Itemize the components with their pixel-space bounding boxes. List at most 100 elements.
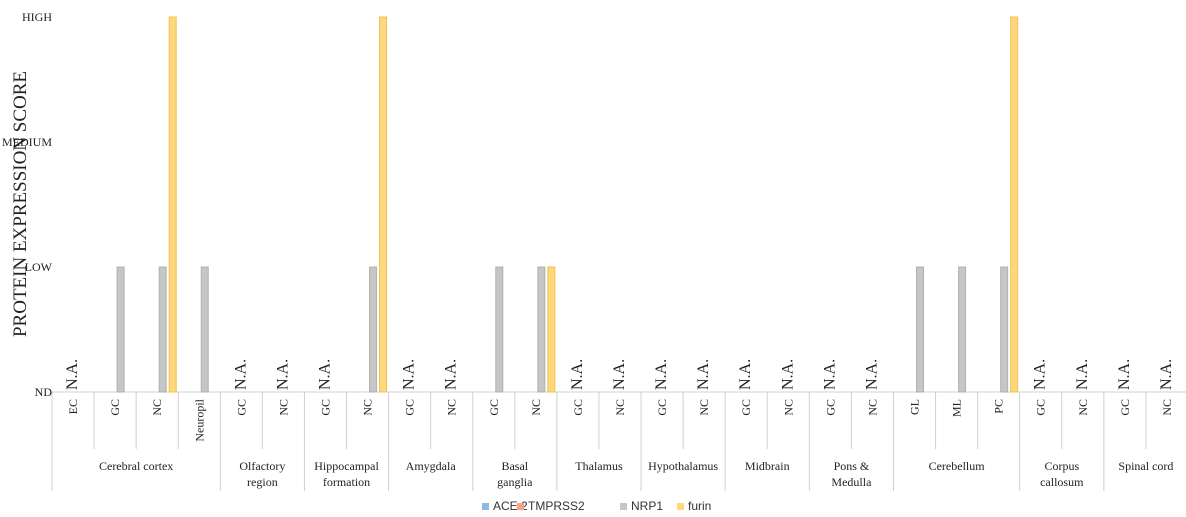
- x-group-label-line: Corpus: [1044, 459, 1079, 473]
- x-cell-label: NC: [361, 399, 375, 416]
- x-cell-label: NC: [865, 399, 879, 416]
- x-cell-label: GC: [487, 399, 501, 416]
- y-tick-label: MEDIUM: [2, 135, 52, 149]
- bar-nrp1: [958, 266, 967, 393]
- x-group-label: Hypothalamus: [648, 459, 718, 473]
- y-axis-ticks: ND LOW MEDIUM HIGH: [2, 10, 53, 399]
- x-group-label-line: Hippocampal: [314, 459, 379, 473]
- bar-nrp1: [495, 266, 504, 393]
- x-cell-label: GC: [318, 399, 332, 416]
- x-cell-label: NC: [613, 399, 627, 416]
- x-group-label: Basal ganglia: [497, 459, 533, 489]
- legend-label: NRP1: [631, 499, 663, 513]
- x-axis-group-labels: Cerebral cortex Olfactory region Hippocampa…: [99, 459, 1173, 489]
- bar-furin: [379, 16, 388, 393]
- bar-furin: [168, 16, 177, 393]
- bar-furin: [547, 266, 556, 393]
- x-group-label-line: region: [247, 475, 278, 489]
- x-cell-label: NC: [1076, 399, 1090, 416]
- x-cell-label: GL: [908, 399, 922, 415]
- legend-swatch: [620, 503, 627, 510]
- na-label: N.A.: [695, 359, 712, 390]
- x-group-label: Amygdala: [406, 459, 457, 473]
- bar-nrp1: [537, 266, 546, 393]
- legend-swatch: [482, 503, 489, 510]
- y-tick-label: LOW: [25, 260, 53, 274]
- x-cell-label: EC: [66, 399, 80, 414]
- y-axis-title: PROTEIN EXPRESSION SCORE: [10, 71, 31, 337]
- x-cell-label: GC: [1034, 399, 1048, 416]
- x-cell-label: NC: [781, 399, 795, 416]
- x-cell-label: NC: [150, 399, 164, 416]
- bar-nrp1: [158, 266, 167, 393]
- na-label: N.A.: [569, 359, 586, 390]
- x-axis-cell-labels: EC GC NC Neuropil GC NC GC NC GC NC GC NC GC NC GC NC GC…: [66, 398, 1174, 441]
- x-group-label: Spinal cord: [1118, 459, 1173, 473]
- x-cell-label: PC: [992, 399, 1006, 414]
- legend-label: furin: [688, 499, 711, 513]
- y-tick-label: HIGH: [22, 10, 52, 24]
- na-label: N.A.: [1158, 359, 1175, 390]
- bar-nrp1: [200, 266, 209, 393]
- x-group-label-line: Medulla: [831, 475, 872, 489]
- x-cell-label: NC: [529, 399, 543, 416]
- na-label: N.A.: [611, 359, 628, 390]
- x-group-label: Corpus callosum: [1040, 459, 1084, 489]
- na-label: N.A.: [779, 359, 796, 390]
- na-label: N.A.: [316, 359, 333, 390]
- x-group-label-line: Pons &: [834, 459, 870, 473]
- x-group-label-line: Basal: [501, 459, 528, 473]
- x-cell-label: GC: [234, 399, 248, 416]
- x-cell-label: GC: [823, 399, 837, 416]
- legend-label: TMPRSS2: [528, 499, 585, 513]
- na-label: N.A.: [653, 359, 670, 390]
- axis-frame: [51, 391, 1186, 491]
- bar-nrp1: [369, 266, 378, 393]
- na-label: N.A.: [737, 359, 754, 390]
- na-label: N.A.: [1116, 359, 1133, 390]
- x-cell-label: GC: [403, 399, 417, 416]
- bar-series: [116, 16, 1019, 393]
- x-group-label: Thalamus: [575, 459, 623, 473]
- na-label: N.A.: [1074, 359, 1091, 390]
- bar-nrp1: [916, 266, 925, 393]
- not-available-labels: N.A. N.A. N.A. N.A. N.A. N.A. N.A. N.A. N.A. N.A.…: [64, 359, 1175, 390]
- x-group-label-line: callosum: [1040, 475, 1084, 489]
- x-cell-label: GC: [108, 399, 122, 416]
- x-group-label: Cerebral cortex: [99, 459, 173, 473]
- legend-swatch: [517, 503, 524, 510]
- na-label: N.A.: [401, 359, 418, 390]
- x-group-label: Midbrain: [745, 459, 790, 473]
- x-group-label: Pons & Medulla: [831, 459, 872, 489]
- x-cell-label: ML: [950, 399, 964, 417]
- x-cell-label: NC: [1160, 399, 1174, 416]
- x-group-label-line: formation: [323, 475, 370, 489]
- x-group-label: Cerebellum: [929, 459, 986, 473]
- legend: ACE 2 TMPRSS2 NRP1 furin: [482, 499, 711, 513]
- x-group-label-line: Olfactory: [239, 459, 285, 473]
- na-label: N.A.: [443, 359, 460, 390]
- x-group-label-line: ganglia: [497, 475, 533, 489]
- na-label: N.A.: [863, 359, 880, 390]
- na-label: N.A.: [64, 359, 81, 390]
- legend-swatch: [677, 503, 684, 510]
- bar-furin: [1010, 16, 1019, 393]
- x-group-label: Hippocampal formation: [314, 459, 379, 489]
- x-cell-label: NC: [445, 399, 459, 416]
- x-cell-label: GC: [655, 399, 669, 416]
- x-cell-label: GC: [1118, 399, 1132, 416]
- na-label: N.A.: [821, 359, 838, 390]
- x-cell-label: GC: [571, 399, 585, 416]
- bar-nrp1: [116, 266, 125, 393]
- na-label: N.A.: [1032, 359, 1049, 390]
- na-label: N.A.: [274, 359, 291, 390]
- bar-nrp1: [1000, 266, 1009, 393]
- x-cell-label: GC: [739, 399, 753, 416]
- x-cell-label: NC: [276, 399, 290, 416]
- na-label: N.A.: [232, 359, 249, 390]
- x-group-label: Olfactory region: [239, 459, 285, 489]
- x-cell-label: NC: [697, 399, 711, 416]
- x-cell-label: Neuropil: [192, 398, 206, 441]
- y-tick-label: ND: [35, 385, 53, 399]
